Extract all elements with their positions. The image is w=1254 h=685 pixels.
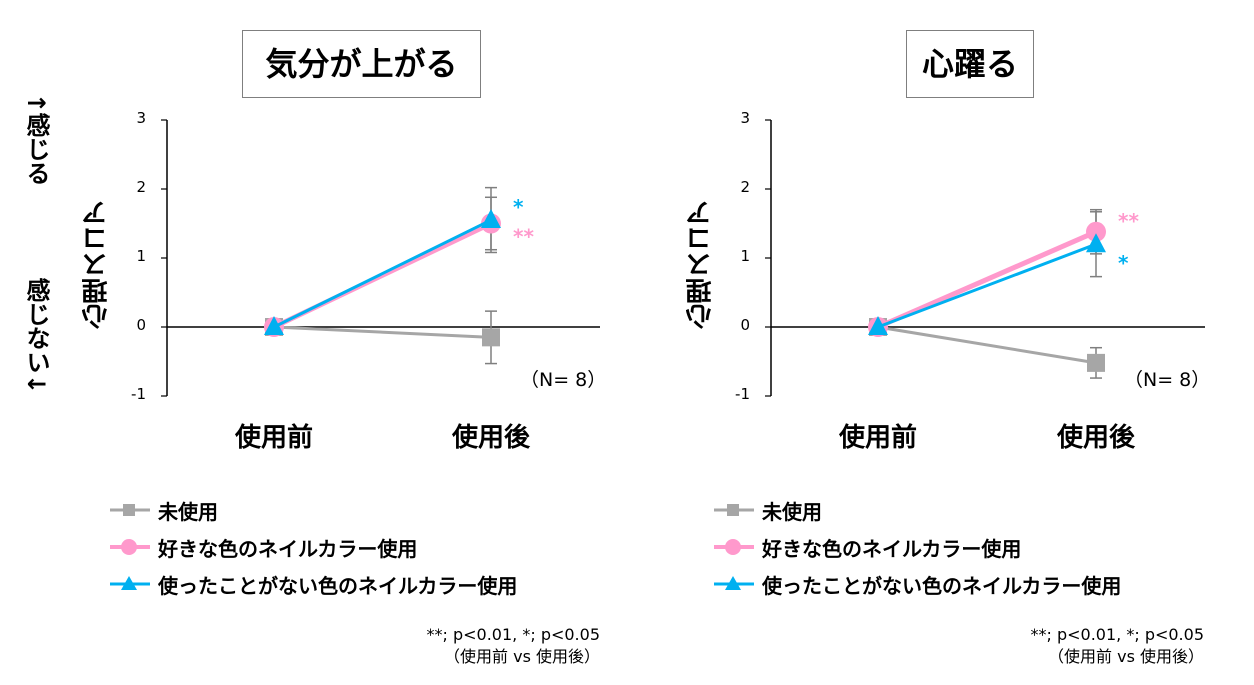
side-label-top: ↑感じる (22, 93, 50, 186)
series-line (876, 229, 1098, 330)
x-category-label: 使用前 (234, 423, 313, 453)
chart-title: 気分が上がる (242, 30, 481, 98)
legend-square-symbol (110, 504, 150, 516)
legend-item: 使ったことがない色のネイルカラー使用 (712, 569, 1121, 599)
significance-note-line: **; p<0.01, *; p<0.05 (1030, 625, 1205, 644)
significance-note: **; p<0.01, *; p<0.05 （使用前 vs 使用後） (1031, 624, 1205, 667)
legend-square-symbol (714, 504, 754, 516)
y-tick-label: 2 (740, 178, 750, 196)
significance-marker: ** (513, 225, 534, 249)
legend-triangle-symbol (110, 576, 150, 590)
y-tick-label: 0 (136, 316, 146, 334)
significance-note-line: （使用前 vs 使用後） (1048, 646, 1204, 666)
legend-label: 好きな色のネイルカラー使用 (762, 536, 1022, 561)
y-tick-label: 1 (740, 247, 750, 265)
data-point-triangle (868, 316, 888, 335)
data-point-square (1087, 353, 1105, 372)
significance-note-line: （使用前 vs 使用後） (444, 646, 600, 666)
legend-item: 未使用 (108, 495, 218, 525)
series-line (877, 325, 1097, 365)
data-point-triangle (264, 316, 284, 335)
side-label-bottom: 感じない↓ (22, 278, 50, 395)
sample-size-label: （N= 8） (1124, 369, 1211, 391)
data-point-circle (1086, 221, 1106, 242)
significance-marker: * (513, 195, 524, 219)
series-line (273, 218, 492, 329)
y-tick-label: 3 (740, 109, 750, 127)
y-tick-label: 0 (740, 316, 750, 334)
legend-circle-symbol (714, 539, 754, 555)
legend-triangle-symbol (714, 576, 754, 590)
y-tick-label: 1 (136, 247, 146, 265)
series-line (273, 325, 492, 339)
legend-item: 好きな色のネイルカラー使用 (712, 532, 1021, 562)
legend-item: 使ったことがない色のネイルカラー使用 (108, 569, 517, 599)
data-point-triangle (481, 209, 501, 229)
legend-item: 好きな色のネイルカラー使用 (108, 532, 417, 562)
data-point-square (482, 328, 500, 347)
x-category-label: 使用後 (1056, 423, 1135, 453)
legend-label: 未使用 (762, 499, 822, 524)
legend-label: 使ったことがない色のネイルカラー使用 (762, 573, 1122, 598)
data-point-triangle (1086, 233, 1106, 253)
chart-title: 心躍る (906, 30, 1034, 98)
legend-label: 使ったことがない色のネイルカラー使用 (158, 573, 518, 598)
significance-note-line: **; p<0.01, *; p<0.05 (426, 625, 601, 644)
x-category-label: 使用後 (451, 423, 530, 453)
y-tick-label: -1 (131, 385, 146, 403)
significance-marker: ** (1118, 209, 1139, 233)
series-line (877, 242, 1097, 329)
y-tick-label: -1 (735, 385, 750, 403)
x-category-label: 使用前 (838, 423, 917, 453)
sample-size-label: （N= 8） (520, 369, 607, 391)
legend-item: 未使用 (712, 495, 822, 525)
legend-label: 好きな色のネイルカラー使用 (158, 536, 418, 561)
legend-label: 未使用 (158, 499, 218, 524)
legend-circle-symbol (110, 539, 150, 555)
y-tick-label: 3 (136, 109, 146, 127)
y-tick-label: 2 (136, 178, 146, 196)
significance-note: **; p<0.01, *; p<0.05 （使用前 vs 使用後） (427, 624, 601, 667)
significance-marker: * (1118, 251, 1129, 275)
